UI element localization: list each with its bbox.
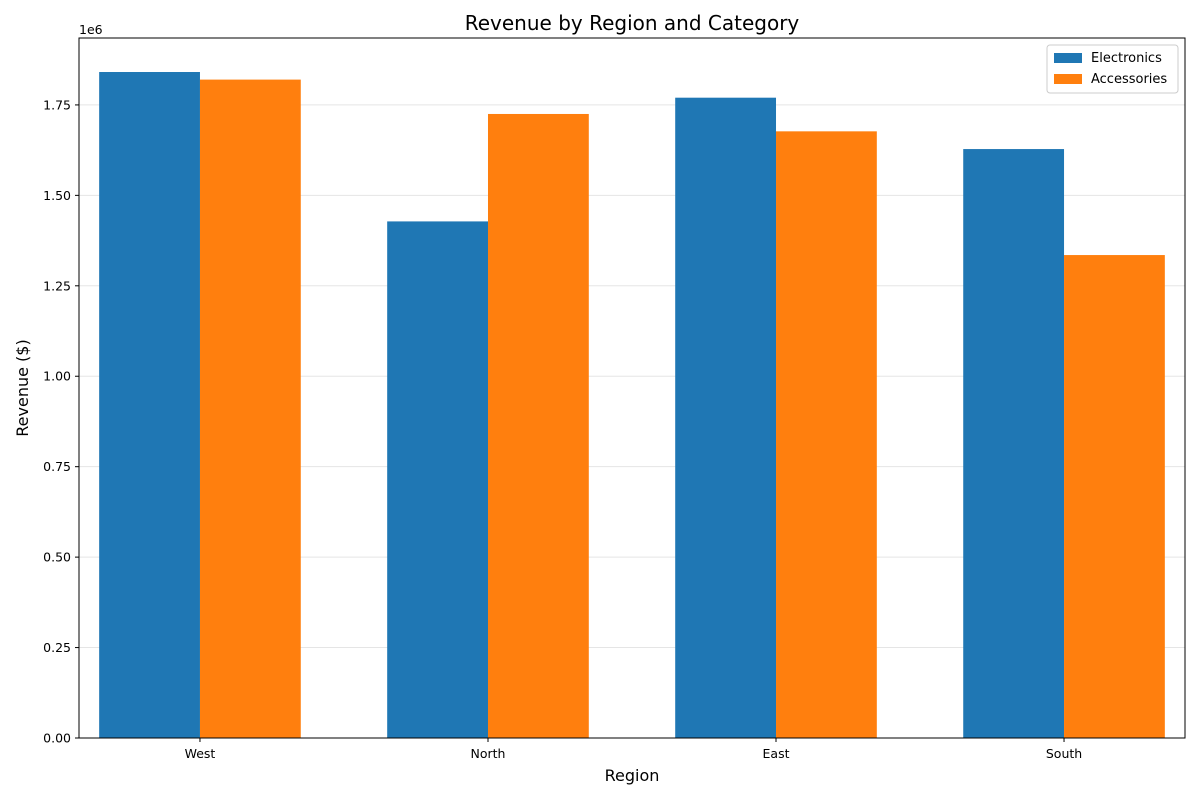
bar-electronics-west xyxy=(99,72,200,738)
legend-swatch-accessories xyxy=(1054,74,1082,84)
y-tick-label: 1.25 xyxy=(43,278,71,293)
y-tick-label: 0.50 xyxy=(43,550,71,565)
y-tick-label: 1.75 xyxy=(43,97,71,112)
bar-accessories-north xyxy=(487,113,589,738)
x-tick-label: West xyxy=(185,746,216,761)
y-offset-label: 1e6 xyxy=(79,22,103,37)
y-tick-label: 0.75 xyxy=(43,459,71,474)
bar-electronics-south xyxy=(963,149,1065,738)
chart-title: Revenue by Region and Category xyxy=(465,11,800,35)
bar-electronics-north xyxy=(387,221,488,738)
y-axis-title: Revenue ($) xyxy=(13,339,32,436)
x-tick-label: North xyxy=(471,746,506,761)
legend: Electronics Accessories xyxy=(1046,44,1179,94)
plot-frame xyxy=(78,37,1186,739)
y-tick-label: 1.00 xyxy=(43,369,71,384)
y-tick-label: 0.00 xyxy=(43,731,71,746)
bar-accessories-south xyxy=(1064,255,1165,738)
y-tick-label: 1.50 xyxy=(43,188,71,203)
y-axis-ticks: 0.00 0.25 0.50 0.75 1.00 1.25 1.50 1.75 xyxy=(43,97,79,746)
x-tick-label: East xyxy=(763,746,790,761)
y-tick-label: 0.25 xyxy=(43,640,71,655)
legend-label-accessories: Accessories xyxy=(1091,72,1167,87)
bars xyxy=(99,72,1165,739)
x-tick-label: South xyxy=(1046,746,1082,761)
bar-accessories-east xyxy=(776,131,877,739)
legend-label-electronics: Electronics xyxy=(1091,51,1162,66)
x-axis-title: Region xyxy=(605,766,660,785)
legend-swatch-electronics xyxy=(1054,53,1082,63)
x-axis-ticks: West North East South xyxy=(185,738,1082,761)
bar-electronics-east xyxy=(675,97,777,738)
bar-accessories-west xyxy=(199,79,301,739)
